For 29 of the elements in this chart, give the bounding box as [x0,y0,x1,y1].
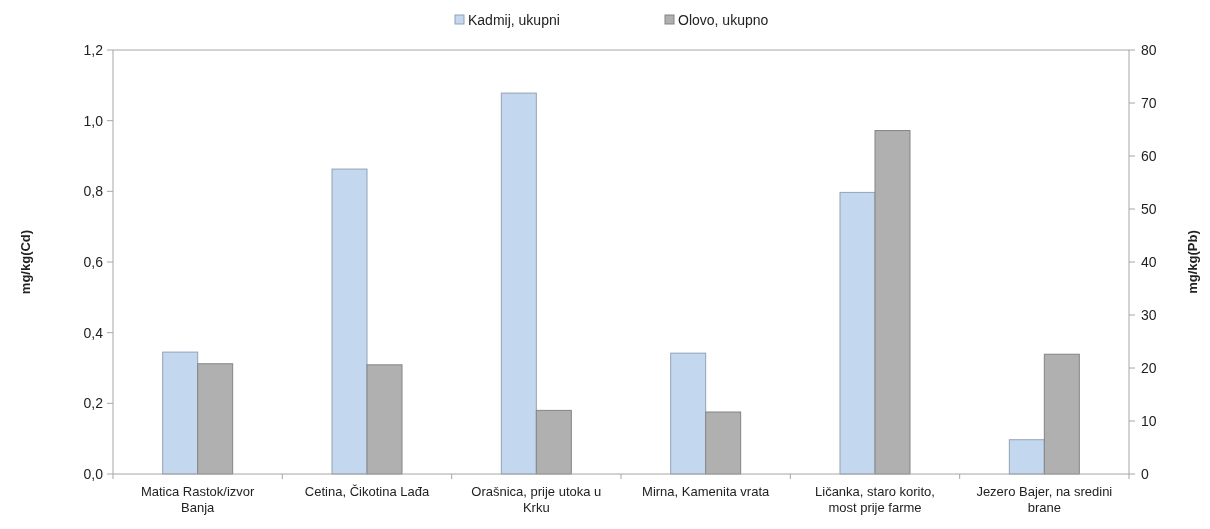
x-tick-label: Mirna, Kamenita vrata [642,484,771,499]
y-axis-title: mg/kg(Cd) [18,229,33,295]
x-tick-label: Matica Rastok/izvor Banja [140,484,256,515]
y2-tick-label: 0 [1141,465,1149,482]
y2-tick-label: 30 [1141,306,1157,323]
y-tick-label: 0,0 [83,465,104,482]
y-tick-label: 1,0 [83,112,104,129]
legend-label: Kadmij, ukupni [468,11,560,28]
y2-tick-label: 60 [1141,147,1157,164]
bar [500,92,537,475]
x-tick-label: Orašnica, prije utoka u Krku [471,484,602,515]
x-tick-label: Jezero Bajer, na sredini brane [976,484,1113,515]
y2-tick-label: 40 [1141,253,1157,270]
y2-tick-label: 10 [1141,412,1157,429]
y-tick-label: 0,8 [83,183,104,200]
y2-tick-label: 80 [1141,41,1157,58]
y2-tick-label: 20 [1141,359,1157,376]
y-tick-label: 0,4 [83,324,104,341]
x-tick-label: Ličanka, staro korito, most prije farme [815,484,935,515]
y-tick-label: 1,2 [83,41,104,58]
bar [331,168,368,475]
legend-label: Olovo, ukupno [678,11,769,28]
bar [1008,439,1045,475]
y2-tick-label: 70 [1141,94,1157,111]
y2-axis-title: mg/kg(Pb) [1185,230,1200,294]
y-tick-label: 0,2 [83,395,104,412]
y2-tick-label: 50 [1141,200,1157,217]
y-tick-label: 0,6 [83,253,104,270]
x-tick-label: Cetina, Čikotina Lađa [304,484,430,499]
